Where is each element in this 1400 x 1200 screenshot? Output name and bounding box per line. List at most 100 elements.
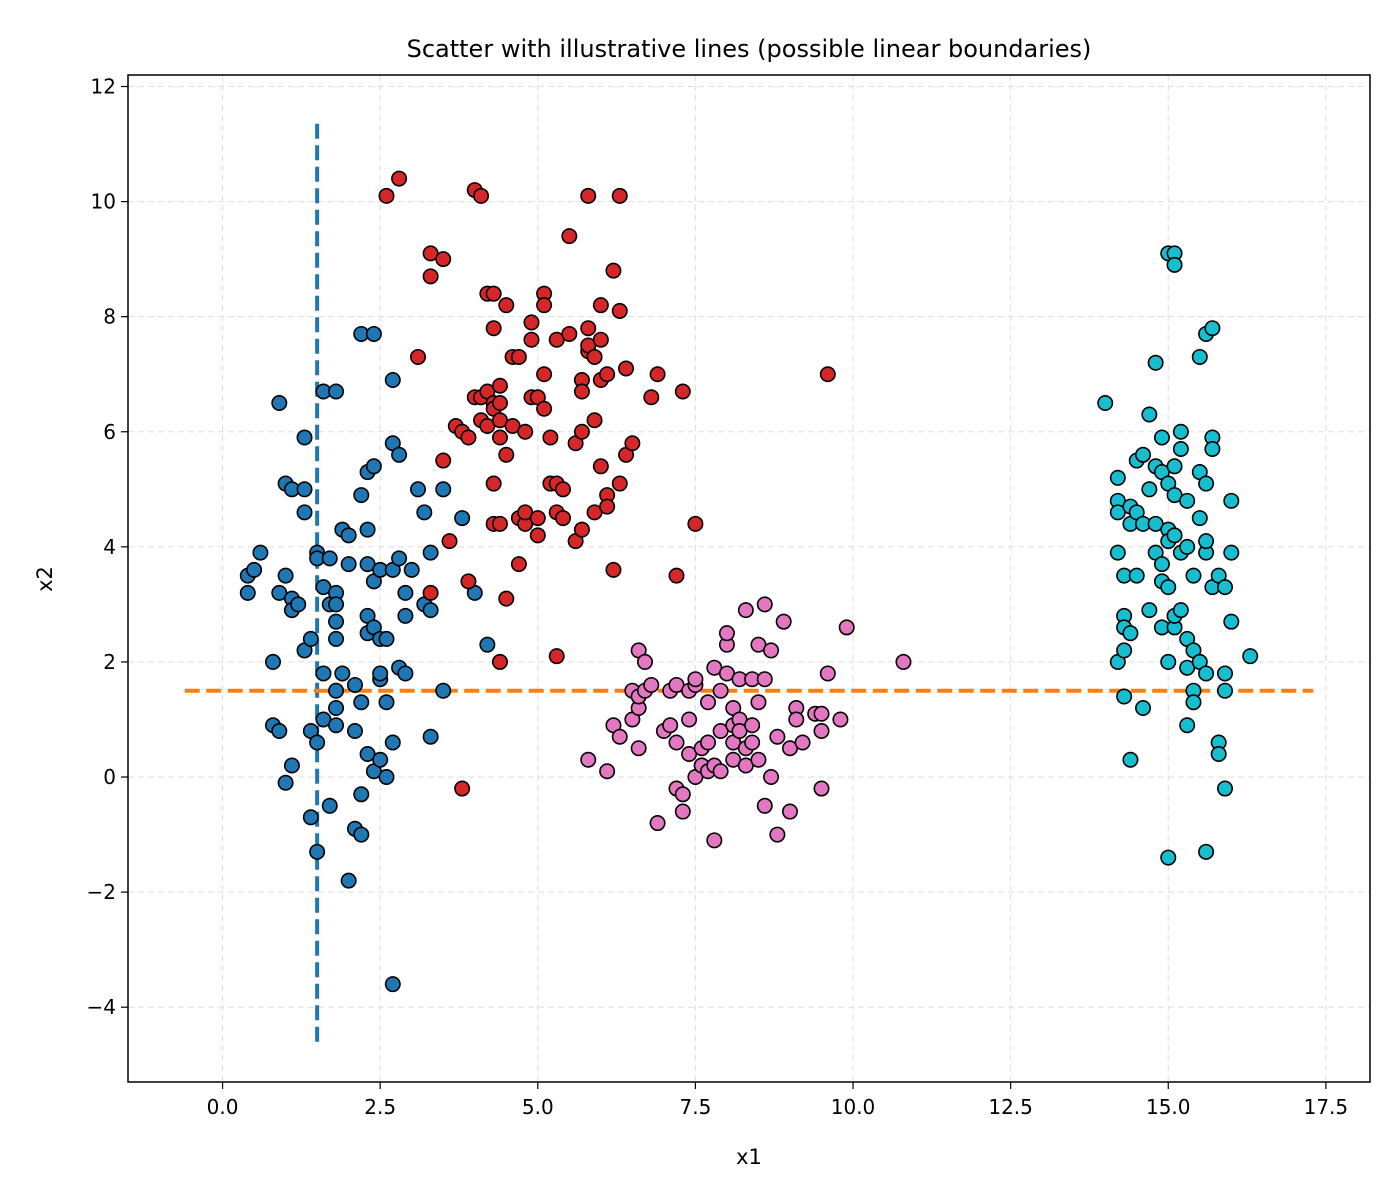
data-point	[498, 446, 515, 463]
data-point	[775, 613, 792, 630]
data-point	[498, 297, 515, 314]
data-point	[328, 717, 345, 734]
data-point	[1166, 527, 1183, 544]
point-series	[239, 325, 496, 993]
data-point	[340, 872, 357, 889]
data-point	[763, 642, 780, 659]
data-point	[1179, 492, 1196, 509]
x-tick-label: 10.0	[831, 1095, 876, 1119]
data-point	[378, 694, 395, 711]
data-point	[378, 630, 395, 647]
data-point	[1128, 567, 1145, 584]
data-point	[769, 826, 786, 843]
data-point	[712, 682, 729, 699]
data-point	[296, 481, 313, 498]
data-point	[813, 705, 830, 722]
data-point	[586, 412, 603, 429]
data-point	[813, 722, 830, 739]
data-point	[397, 665, 414, 682]
data-point	[712, 763, 729, 780]
data-point	[750, 751, 767, 768]
data-point	[536, 297, 553, 314]
data-point	[302, 630, 319, 647]
data-point	[328, 613, 345, 630]
data-point	[1191, 510, 1208, 527]
data-point	[328, 682, 345, 699]
data-point	[605, 561, 622, 578]
data-point	[555, 510, 572, 527]
data-point	[1210, 746, 1227, 763]
data-point	[510, 556, 527, 573]
data-point	[832, 711, 849, 728]
data-point	[1216, 579, 1233, 596]
data-point	[1160, 849, 1177, 866]
data-point	[674, 383, 691, 400]
data-point	[246, 561, 263, 578]
data-point	[340, 556, 357, 573]
data-point	[687, 515, 704, 532]
data-point	[737, 602, 754, 619]
data-point	[605, 262, 622, 279]
data-point	[788, 711, 805, 728]
data-point	[700, 734, 717, 751]
data-point	[1172, 423, 1189, 440]
data-point	[523, 314, 540, 331]
x-axis-label: x1	[736, 1145, 762, 1169]
point-series	[580, 596, 912, 849]
y-tick-label: 6	[103, 420, 116, 444]
data-point	[485, 320, 502, 337]
data-point	[435, 251, 452, 268]
data-point	[536, 366, 553, 383]
y-tick-label: −2	[87, 880, 116, 904]
data-point	[1109, 544, 1126, 561]
data-point	[491, 377, 508, 394]
data-point	[353, 487, 370, 504]
boundary-lines	[184, 121, 1314, 1042]
data-point	[491, 394, 508, 411]
data-point	[1147, 354, 1164, 371]
data-point	[649, 815, 666, 832]
x-tick-label: 5.0	[522, 1095, 554, 1119]
data-point	[592, 297, 609, 314]
data-point	[1141, 481, 1158, 498]
data-point	[353, 694, 370, 711]
data-point	[422, 728, 439, 745]
y-tick-label: −4	[87, 995, 116, 1019]
data-point	[309, 734, 326, 751]
data-point	[1141, 406, 1158, 423]
data-point	[611, 728, 628, 745]
data-point	[422, 544, 439, 561]
data-point	[1135, 699, 1152, 716]
data-point	[384, 734, 401, 751]
data-point	[1153, 556, 1170, 573]
x-tick-label: 2.5	[364, 1095, 396, 1119]
data-point	[718, 625, 735, 642]
data-point	[756, 671, 773, 688]
data-point	[391, 446, 408, 463]
data-point	[321, 550, 338, 567]
data-point	[649, 366, 666, 383]
data-point	[378, 769, 395, 786]
data-point	[611, 475, 628, 492]
data-point	[1204, 441, 1221, 458]
data-point	[315, 665, 332, 682]
data-point	[1198, 843, 1215, 860]
data-point	[636, 653, 653, 670]
data-point	[1172, 602, 1189, 619]
data-point	[1216, 780, 1233, 797]
data-point	[328, 383, 345, 400]
data-point	[296, 429, 313, 446]
data-point	[391, 550, 408, 567]
data-point	[592, 331, 609, 348]
data-point	[454, 510, 471, 527]
data-point	[359, 521, 376, 538]
data-point	[744, 717, 761, 734]
data-points	[239, 170, 1259, 993]
x-tick-label: 0.0	[207, 1095, 239, 1119]
data-point	[756, 797, 773, 814]
data-point	[599, 498, 616, 515]
data-point	[895, 653, 912, 670]
data-point	[561, 325, 578, 342]
